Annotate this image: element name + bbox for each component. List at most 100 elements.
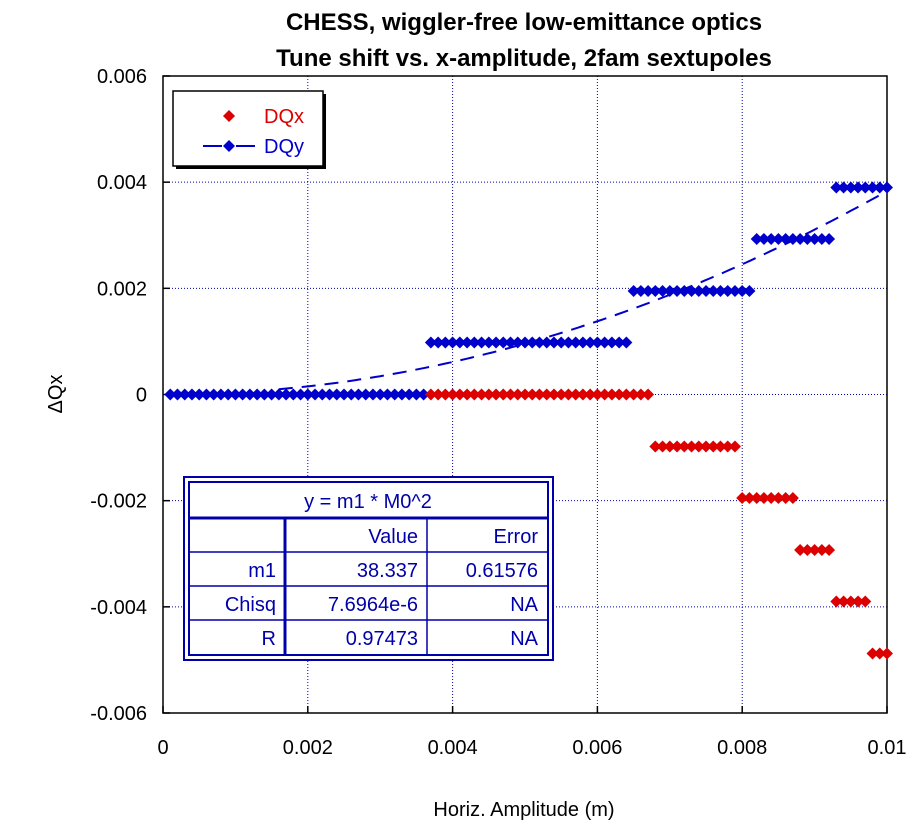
y-tick-label: 0.006 — [97, 66, 147, 88]
dqy-point — [395, 388, 408, 401]
dqy-point — [576, 336, 589, 349]
dqx-point — [591, 388, 604, 401]
x-tick-label: 0.006 — [572, 737, 622, 759]
dqy-point — [519, 336, 531, 349]
dqx-point — [873, 647, 886, 660]
dqy-point — [511, 336, 524, 349]
x-tick-label: 0.01 — [868, 737, 907, 759]
dqy-point — [287, 388, 300, 401]
dqy-point — [844, 181, 857, 194]
fit-row-value: 38.337 — [357, 560, 418, 582]
axis-ticks: 0 0.002 0.004 0.006 0.008 0.01 0.006 0.004 0.002… — [90, 66, 906, 759]
fit-row-label: Chisq — [225, 594, 276, 616]
dqx-point — [844, 595, 857, 608]
x-tick-label: 0.002 — [283, 737, 333, 759]
legend-box — [172, 90, 324, 167]
dqy-point — [207, 388, 220, 401]
dqy-point — [584, 336, 597, 349]
fit-row-error: NA — [510, 594, 538, 616]
dqy-point — [707, 284, 720, 297]
dqx-point — [859, 595, 872, 608]
series-layer — [164, 181, 893, 660]
dqx-point — [772, 492, 785, 505]
dqy-point — [830, 181, 843, 194]
dqy-point — [214, 388, 227, 401]
dqx-point — [721, 440, 734, 453]
dqy-point — [873, 181, 886, 194]
dqy-point — [605, 336, 618, 349]
dqx-point — [526, 388, 539, 401]
legend-dqx-marker — [223, 110, 235, 122]
dqx-point — [540, 388, 553, 401]
fit-equation: y = m1 * M0^2 — [304, 491, 432, 513]
dqx-point — [555, 388, 568, 401]
dqy-point — [497, 336, 510, 349]
dqy-point — [178, 388, 191, 401]
fit-results-box: y = m1 * M0^2 Value Error m1 38.337 0.61… — [183, 476, 554, 661]
dqy-point — [772, 232, 785, 245]
y-axis-label: ΔQx — [45, 375, 67, 414]
dqx-point — [453, 388, 466, 401]
dqx-point — [497, 388, 510, 401]
dqx-point — [627, 388, 640, 401]
y-tick-label: 0.002 — [97, 278, 147, 300]
dqy-point — [164, 388, 177, 401]
dqx-point — [663, 440, 676, 453]
dqy-point — [366, 388, 379, 401]
dqx-point — [642, 388, 655, 401]
dqy-point — [634, 284, 647, 297]
fit-row-value: 0.97473 — [346, 628, 418, 650]
dqx-point — [736, 492, 749, 505]
dqy-point — [461, 336, 474, 349]
dqx-point — [750, 492, 763, 505]
legend-dqy-marker — [223, 140, 235, 152]
dqx-point — [620, 388, 633, 401]
dqx-point — [439, 388, 452, 401]
legend-shadow-bottom — [176, 166, 326, 169]
dqy-point — [779, 232, 792, 245]
dqy-point — [490, 336, 503, 349]
dqy-point — [330, 388, 343, 401]
dqy-point — [750, 232, 763, 245]
dqy-point — [786, 232, 799, 245]
dqx-point — [562, 388, 575, 401]
dqy-point — [728, 284, 741, 297]
y-tick-label: 0 — [136, 385, 147, 407]
dqx-point — [649, 440, 662, 453]
dqy-point — [533, 336, 546, 349]
dqx-point — [519, 388, 531, 401]
dqy-point — [475, 336, 488, 349]
dqy-point — [265, 388, 278, 401]
dqy-point — [866, 181, 879, 194]
dqy-point — [837, 181, 850, 194]
dqy-point — [272, 388, 285, 401]
dqy-point — [410, 388, 423, 401]
dqy-point — [794, 232, 807, 245]
dqy-point — [294, 388, 307, 401]
dqx-point — [533, 388, 546, 401]
fit-box-inner — [188, 481, 549, 656]
fit-header-value: Value — [368, 526, 418, 548]
dqy-point — [251, 388, 264, 401]
dqy-point — [185, 388, 198, 401]
dqy-point — [736, 284, 749, 297]
dqy-point — [881, 181, 893, 194]
x-tick-label: 0.008 — [717, 737, 767, 759]
dqx-point — [678, 440, 691, 453]
dqy-point — [352, 388, 365, 401]
dqy-point — [381, 388, 394, 401]
fit-row-error: NA — [510, 628, 538, 650]
dqy-point — [432, 336, 445, 349]
dqy-point — [439, 336, 452, 349]
dqx-point — [482, 388, 495, 401]
dqy-point — [591, 336, 604, 349]
dqy-point — [359, 388, 372, 401]
dqy-point — [598, 336, 611, 349]
dqy-point — [468, 336, 481, 349]
dqy-point — [236, 388, 249, 401]
dqx-point — [576, 388, 589, 401]
dqx-point — [598, 388, 611, 401]
dqy-point — [301, 388, 314, 401]
x-axis-label: Horiz. Amplitude (m) — [433, 799, 614, 821]
chart-title: CHESS, wiggler-free low-emittance optics — [286, 9, 762, 36]
